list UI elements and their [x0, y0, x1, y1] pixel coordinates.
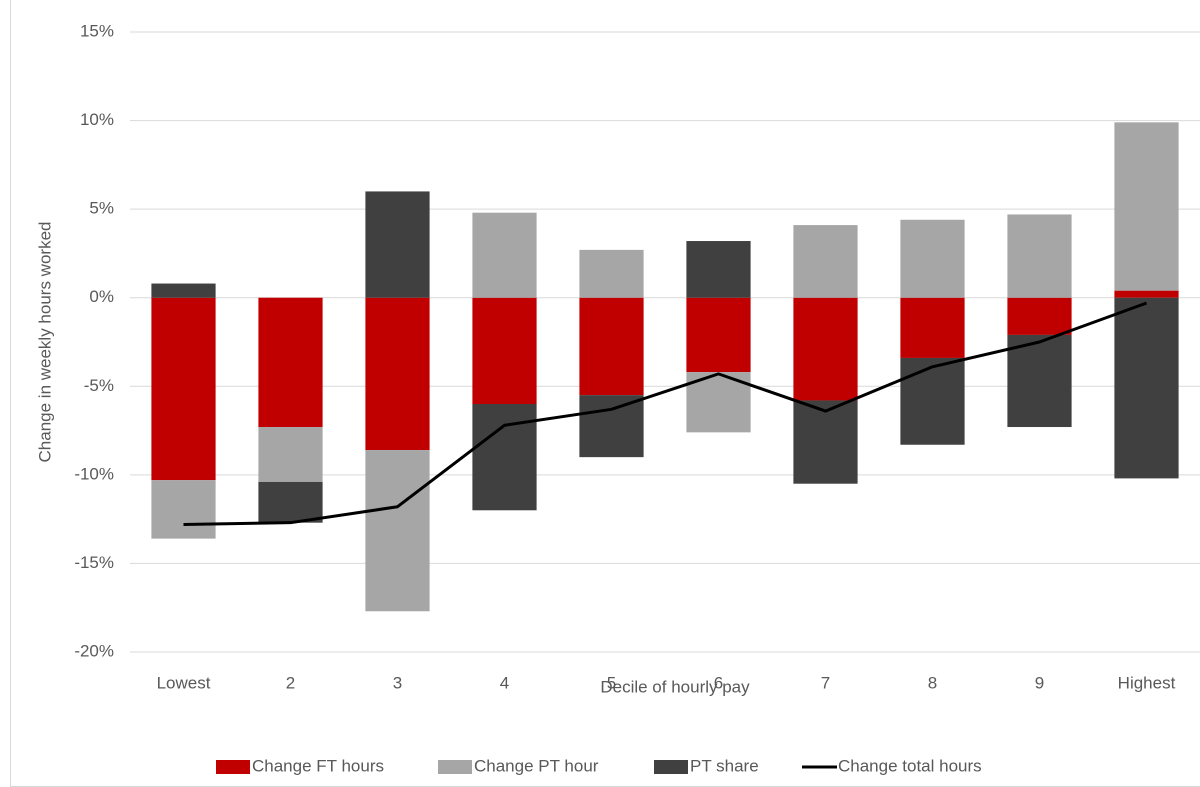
bar — [365, 450, 430, 612]
legend-swatch — [216, 760, 250, 774]
bar — [1114, 297, 1179, 479]
bar — [579, 395, 644, 458]
bar — [900, 297, 965, 358]
bar — [1007, 334, 1072, 428]
x-tick-label: 4 — [500, 673, 509, 692]
x-tick-label: 9 — [1035, 673, 1044, 692]
x-tick-label: 6 — [714, 673, 723, 692]
legend-label: Change FT hours — [252, 756, 384, 775]
legend-swatch — [654, 760, 688, 774]
y-tick-label: -10% — [74, 464, 114, 483]
x-tick-label: 3 — [393, 673, 402, 692]
bar — [365, 191, 430, 298]
y-tick-label: -5% — [84, 376, 114, 395]
bar — [1007, 297, 1072, 335]
y-axis-title: Change in weekly hours worked — [35, 222, 54, 463]
y-tick-label: -15% — [74, 553, 114, 572]
bar — [579, 297, 644, 396]
legend-swatch — [438, 760, 472, 774]
bar — [686, 241, 751, 298]
bar — [258, 297, 323, 428]
x-tick-label: Lowest — [157, 673, 211, 692]
bar — [472, 212, 537, 298]
x-tick-label: 8 — [928, 673, 937, 692]
legend-label: PT share — [690, 756, 759, 775]
bar — [900, 357, 965, 445]
bar — [793, 297, 858, 401]
x-tick-label: 5 — [607, 673, 616, 692]
bar — [686, 297, 751, 373]
x-tick-label: 7 — [821, 673, 830, 692]
y-tick-label: 10% — [80, 110, 114, 129]
bar — [365, 297, 430, 451]
bar — [151, 283, 216, 298]
x-axis-title: Decile of hourly pay — [600, 677, 750, 696]
legend-label: Change total hours — [838, 756, 982, 775]
y-tick-label: -20% — [74, 641, 114, 660]
bar — [793, 400, 858, 484]
bar — [579, 249, 644, 298]
bar — [472, 297, 537, 404]
y-tick-label: 5% — [89, 199, 114, 218]
y-tick-label: 0% — [89, 287, 114, 306]
bar — [258, 481, 323, 523]
bar — [1114, 290, 1179, 298]
bar — [1114, 122, 1179, 291]
y-tick-label: 15% — [80, 21, 114, 40]
x-tick-label: Highest — [1118, 673, 1176, 692]
line — [183, 301, 1148, 526]
bar — [793, 225, 858, 298]
bar — [472, 404, 537, 511]
bar — [151, 480, 216, 539]
bar — [900, 219, 965, 298]
bar — [258, 427, 323, 482]
bar — [151, 297, 216, 481]
x-tick-label: 2 — [286, 673, 295, 692]
bar — [1007, 214, 1072, 298]
legend-label: Change PT hour — [474, 756, 599, 775]
